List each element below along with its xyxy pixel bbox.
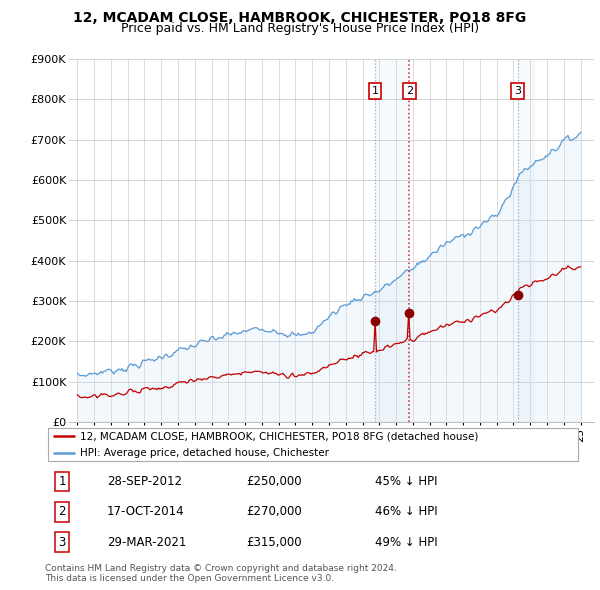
Text: 45% ↓ HPI: 45% ↓ HPI [375,475,438,488]
Text: Contains HM Land Registry data © Crown copyright and database right 2024.
This d: Contains HM Land Registry data © Crown c… [45,563,397,583]
Text: 2: 2 [406,86,413,96]
Text: 46% ↓ HPI: 46% ↓ HPI [375,505,438,519]
Bar [375,59,409,422]
FancyBboxPatch shape [47,428,578,461]
Text: Price paid vs. HM Land Registry's House Price Index (HPI): Price paid vs. HM Land Registry's House … [121,22,479,35]
Text: 12, MCADAM CLOSE, HAMBROOK, CHICHESTER, PO18 8FG: 12, MCADAM CLOSE, HAMBROOK, CHICHESTER, … [73,11,527,25]
Text: 12, MCADAM CLOSE, HAMBROOK, CHICHESTER, PO18 8FG (detached house): 12, MCADAM CLOSE, HAMBROOK, CHICHESTER, … [80,431,478,441]
Text: £315,000: £315,000 [247,536,302,549]
Text: 2: 2 [58,505,66,519]
Text: HPI: Average price, detached house, Chichester: HPI: Average price, detached house, Chic… [80,448,329,458]
Text: 1: 1 [58,475,66,488]
Text: 3: 3 [514,86,521,96]
Text: 29-MAR-2021: 29-MAR-2021 [107,536,186,549]
Text: 49% ↓ HPI: 49% ↓ HPI [375,536,438,549]
Text: 1: 1 [371,86,379,96]
Text: £270,000: £270,000 [247,505,302,519]
Text: 17-OCT-2014: 17-OCT-2014 [107,505,184,519]
Text: 28-SEP-2012: 28-SEP-2012 [107,475,182,488]
Text: £250,000: £250,000 [247,475,302,488]
Text: 3: 3 [58,536,66,549]
Bar [518,59,535,422]
